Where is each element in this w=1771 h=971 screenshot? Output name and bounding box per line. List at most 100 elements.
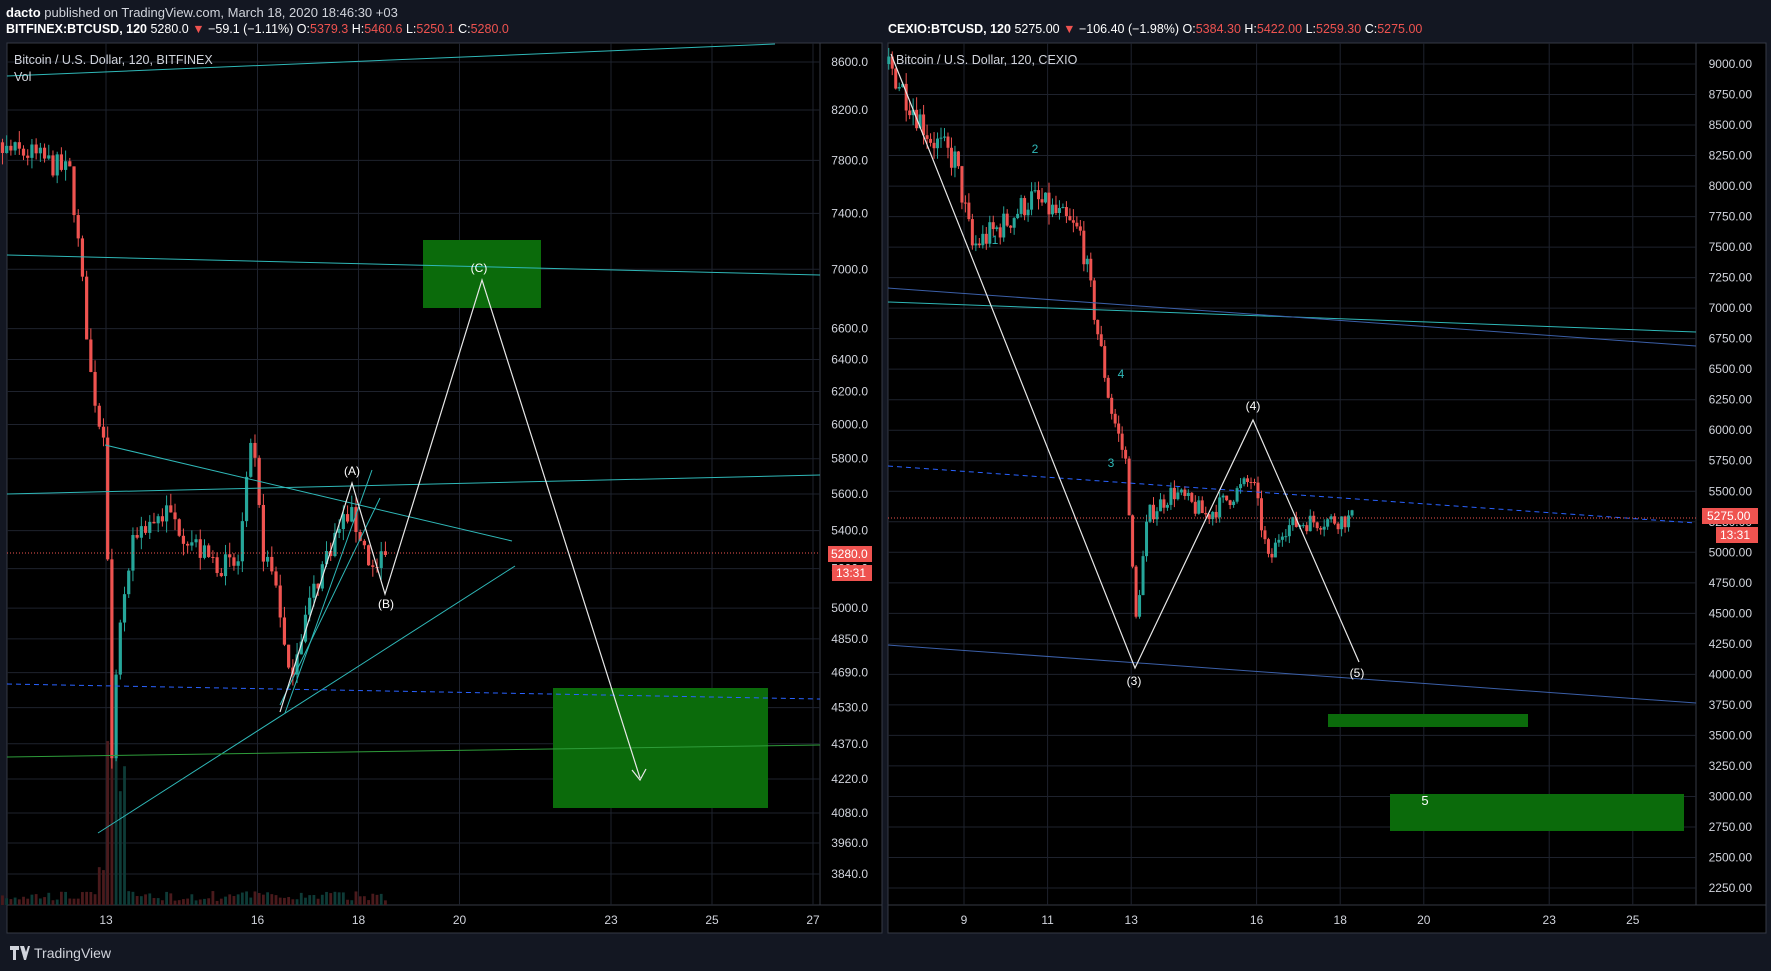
left-x-tick: 25 [705,913,719,927]
left-candle-body [21,148,26,156]
right-candle-body [1221,495,1225,498]
left-candle-body [38,147,42,154]
right-candle-body [1340,516,1344,530]
left-volume-bar [38,898,42,905]
right-y-tick: 8750.00 [1709,88,1753,102]
left-candle-body [282,617,287,645]
left-volume-bar [329,893,333,905]
charts-canvas[interactable]: (A) (B) (C) 8600.0 8200.0 7800.0 7400.0 7000.0… [0,0,1771,935]
right-candle-body [984,233,988,244]
right-candle-body [1186,492,1190,496]
right-candle-body [1131,515,1135,567]
left-wave-path [279,277,641,779]
right-candle-body [1068,216,1072,221]
left-y-tick: 4220.0 [831,772,868,786]
right-candle-body [1145,521,1149,557]
right-candle-body [1019,198,1023,214]
left-candle-body [207,545,211,557]
left-countdown: 13:31 [836,566,866,580]
left-y-tick: 6600.0 [831,322,868,336]
brand-label[interactable]: TradingView [34,945,112,961]
right-y-tick: 6000.00 [1709,423,1753,437]
left-volume-bar [266,892,269,905]
left-candle-body [367,545,371,566]
right-symbol[interactable]: CEXIO:BTCUSD, 120 [888,22,1011,36]
left-candle-body [244,476,249,522]
left-volume-bar [182,899,185,905]
left-candle-body [118,622,122,675]
right-candle-body [998,227,1002,238]
left-candle-body [345,514,350,522]
right-candle-body [1148,504,1152,522]
left-volume-bar [114,742,118,905]
right-y-tick: 7750.00 [1709,210,1753,224]
left-candle-body [190,542,194,546]
right-candle-body [1120,433,1124,450]
left-support-line [6,744,821,758]
right-candle-body [904,83,908,111]
left-y-tick: 5400.0 [831,524,868,538]
left-candle-body [202,545,207,558]
right-y-tick: 3250.00 [1709,759,1753,773]
left-candle-body [93,371,97,406]
left-price-tag-text: 5280.0 [831,547,868,561]
left-volume-bar [89,891,93,905]
left-volume-bar [43,897,46,905]
right-countdown-tag [1716,527,1758,543]
right-y-tick: 2500.00 [1709,850,1753,864]
left-candle-body [97,405,101,427]
left-symbol[interactable]: BITFINEX:BTCUSD, 120 [6,22,147,36]
left-volume-label: Vol [14,70,31,84]
right-candle-body [946,136,950,148]
left-y-tick: 3840.0 [831,867,868,881]
left-y-tick: 6000.0 [831,418,868,432]
left-volume-bar [26,898,30,905]
left-chart-title: Bitcoin / U.S. Dollar, 120, BITFINEX [14,53,213,67]
left-volume-bar [135,896,139,905]
left-volume-bar [1,895,4,905]
left-volume-bar [274,895,278,905]
left-candle-body [9,145,13,151]
right-y-tick: 5750.00 [1709,454,1753,468]
right-candle-body [1287,525,1291,537]
right-candle-body [1016,213,1020,219]
left-volume-bar [215,900,219,905]
right-candle-body [1190,492,1194,502]
left-volume-bar [207,898,211,905]
right-candle-body [1078,226,1082,231]
left-volume-bar [156,898,160,905]
right-candle-body [949,147,953,168]
left-y-tick: 4530.0 [831,701,868,715]
right-candle-body [1291,517,1295,526]
right-candle-body [1333,516,1337,524]
left-y-tick: 5800.0 [831,452,868,466]
right-candle-body [1054,204,1058,213]
right-y-tick: 9000.00 [1709,57,1753,71]
left-volume-bar [97,867,101,905]
right-candle-body [1089,258,1093,281]
right-high: 5422.00 [1256,22,1303,36]
right-candle-body [1305,525,1309,532]
right-candle-body [1037,190,1041,200]
left-volume-bar [127,891,131,905]
left-candle-body [341,514,345,530]
left-candle-body [0,142,5,153]
right-candle-body [1259,498,1263,531]
footer-bar: TradingView [0,935,1771,971]
left-volume-bar [346,899,349,905]
left-candle-body [106,437,110,560]
left-candle-body [198,539,202,558]
right-wave-label-paren-3: (3) [1127,674,1142,688]
left-volume-bar [278,897,282,905]
publisher-user[interactable]: dacto [6,5,41,20]
right-candle-body [911,109,915,116]
right-target-zone-lower [1390,794,1684,831]
right-y-tick: 5500.00 [1709,484,1753,498]
right-candle-body [1218,497,1222,518]
right-candle-body [967,202,971,220]
right-x-tick: 16 [1250,913,1264,927]
left-candle-body [194,539,198,543]
right-wave-label-4: 4 [1118,367,1125,381]
left-wave-label-c: (C) [471,261,488,275]
left-volume-bar [245,891,248,905]
